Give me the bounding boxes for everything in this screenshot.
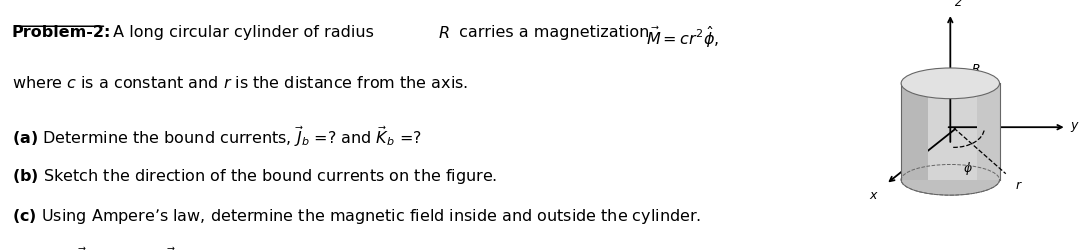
Text: $\vec{M} = cr^2\hat{\phi}$,: $\vec{M} = cr^2\hat{\phi}$, xyxy=(646,25,719,50)
Text: $R$: $R$ xyxy=(971,63,981,76)
Text: $\mathbf{(a)}$ Determine the bound currents, $\vec{J}_b$ =? and $\vec{K}_b$ =?: $\mathbf{(a)}$ Determine the bound curre… xyxy=(12,125,422,149)
Polygon shape xyxy=(901,83,928,180)
Polygon shape xyxy=(977,83,999,180)
Text: $\phi$: $\phi$ xyxy=(963,160,973,177)
Text: ($\vec{B}_{in}$ =? and $\vec{B}_{out}$ =?): ($\vec{B}_{in}$ =? and $\vec{B}_{out}$ =… xyxy=(48,245,228,250)
Text: $\mathbf{(c)}$ Using Ampere’s law, determine the magnetic field inside and outsi: $\mathbf{(c)}$ Using Ampere’s law, deter… xyxy=(12,208,701,227)
Text: A long circular cylinder of radius: A long circular cylinder of radius xyxy=(108,25,379,40)
Polygon shape xyxy=(901,83,999,180)
Ellipse shape xyxy=(901,164,999,195)
Text: carries a magnetization: carries a magnetization xyxy=(454,25,654,40)
Text: $y$: $y$ xyxy=(1070,120,1080,134)
Text: $R$: $R$ xyxy=(438,25,449,41)
Text: $\mathbf{(b)}$ Sketch the direction of the bound currents on the figure.: $\mathbf{(b)}$ Sketch the direction of t… xyxy=(12,168,497,186)
Text: $z$: $z$ xyxy=(954,0,962,9)
Text: $x$: $x$ xyxy=(869,190,879,202)
Text: Problem-2:: Problem-2: xyxy=(12,25,111,40)
Text: $r$: $r$ xyxy=(1015,179,1023,192)
Text: where $c$ is a constant and $r$ is the distance from the axis.: where $c$ is a constant and $r$ is the d… xyxy=(12,75,469,91)
Ellipse shape xyxy=(901,68,999,99)
